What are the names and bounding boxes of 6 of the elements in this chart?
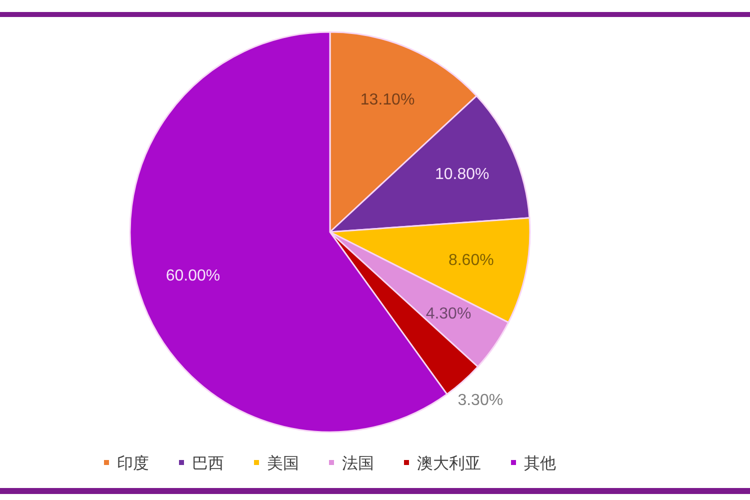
legend-label: 印度 [117, 454, 149, 472]
legend-label: 法国 [342, 454, 374, 472]
legend-label: 其他 [524, 454, 556, 472]
legend-label: 巴西 [192, 454, 224, 472]
legend-label: 美国 [267, 454, 299, 472]
legend-label: 澳大利亚 [417, 454, 481, 472]
